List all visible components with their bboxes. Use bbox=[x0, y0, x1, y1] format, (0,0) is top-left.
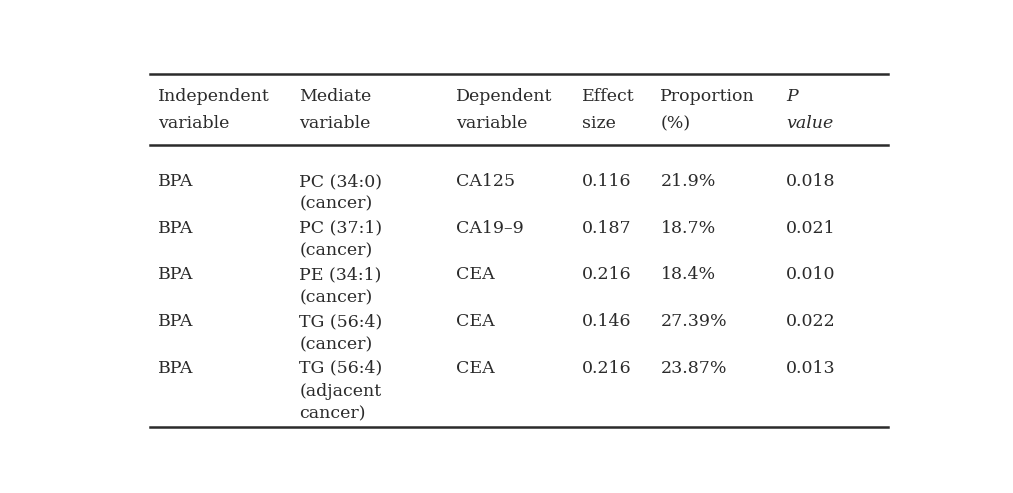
Text: BPA: BPA bbox=[158, 313, 193, 330]
Text: 0.216: 0.216 bbox=[581, 266, 631, 283]
Text: (cancer): (cancer) bbox=[300, 196, 373, 213]
Text: BPA: BPA bbox=[158, 173, 193, 190]
Text: cancer): cancer) bbox=[300, 405, 366, 423]
Text: 0.146: 0.146 bbox=[581, 313, 631, 330]
Text: PC (34:0): PC (34:0) bbox=[300, 173, 382, 190]
Text: BPA: BPA bbox=[158, 266, 193, 283]
Text: 21.9%: 21.9% bbox=[660, 173, 716, 190]
Text: CEA: CEA bbox=[456, 360, 495, 377]
Text: PC (37:1): PC (37:1) bbox=[300, 220, 383, 237]
Text: (cancer): (cancer) bbox=[300, 336, 373, 353]
Text: (cancer): (cancer) bbox=[300, 243, 373, 259]
Text: PE (34:1): PE (34:1) bbox=[300, 266, 382, 283]
Text: 0.116: 0.116 bbox=[581, 173, 631, 190]
Text: (%): (%) bbox=[660, 115, 691, 132]
Text: variable: variable bbox=[158, 115, 229, 132]
Text: CEA: CEA bbox=[456, 313, 495, 330]
Text: BPA: BPA bbox=[158, 360, 193, 377]
Text: 0.216: 0.216 bbox=[581, 360, 631, 377]
Text: TG (56:4): TG (56:4) bbox=[300, 313, 383, 330]
Text: Mediate: Mediate bbox=[300, 88, 372, 105]
Text: (adjacent: (adjacent bbox=[300, 383, 382, 400]
Text: value: value bbox=[786, 115, 834, 132]
Text: size: size bbox=[581, 115, 616, 132]
Text: variable: variable bbox=[456, 115, 528, 132]
Text: 27.39%: 27.39% bbox=[660, 313, 727, 330]
Text: CEA: CEA bbox=[456, 266, 495, 283]
Text: 0.013: 0.013 bbox=[786, 360, 836, 377]
Text: 0.187: 0.187 bbox=[581, 220, 631, 237]
Text: 23.87%: 23.87% bbox=[660, 360, 727, 377]
Text: (cancer): (cancer) bbox=[300, 289, 373, 306]
Text: CA19–9: CA19–9 bbox=[456, 220, 524, 237]
Text: variable: variable bbox=[300, 115, 371, 132]
Text: Proportion: Proportion bbox=[660, 88, 756, 105]
Text: Independent: Independent bbox=[158, 88, 269, 105]
Text: P: P bbox=[786, 88, 798, 105]
Text: CA125: CA125 bbox=[456, 173, 516, 190]
Text: 0.021: 0.021 bbox=[786, 220, 836, 237]
Text: 0.010: 0.010 bbox=[786, 266, 836, 283]
Text: 18.7%: 18.7% bbox=[660, 220, 716, 237]
Text: Dependent: Dependent bbox=[456, 88, 553, 105]
Text: 0.018: 0.018 bbox=[786, 173, 836, 190]
Text: Effect: Effect bbox=[581, 88, 634, 105]
Text: TG (56:4): TG (56:4) bbox=[300, 360, 383, 377]
Text: BPA: BPA bbox=[158, 220, 193, 237]
Text: 0.022: 0.022 bbox=[786, 313, 836, 330]
Text: 18.4%: 18.4% bbox=[660, 266, 715, 283]
